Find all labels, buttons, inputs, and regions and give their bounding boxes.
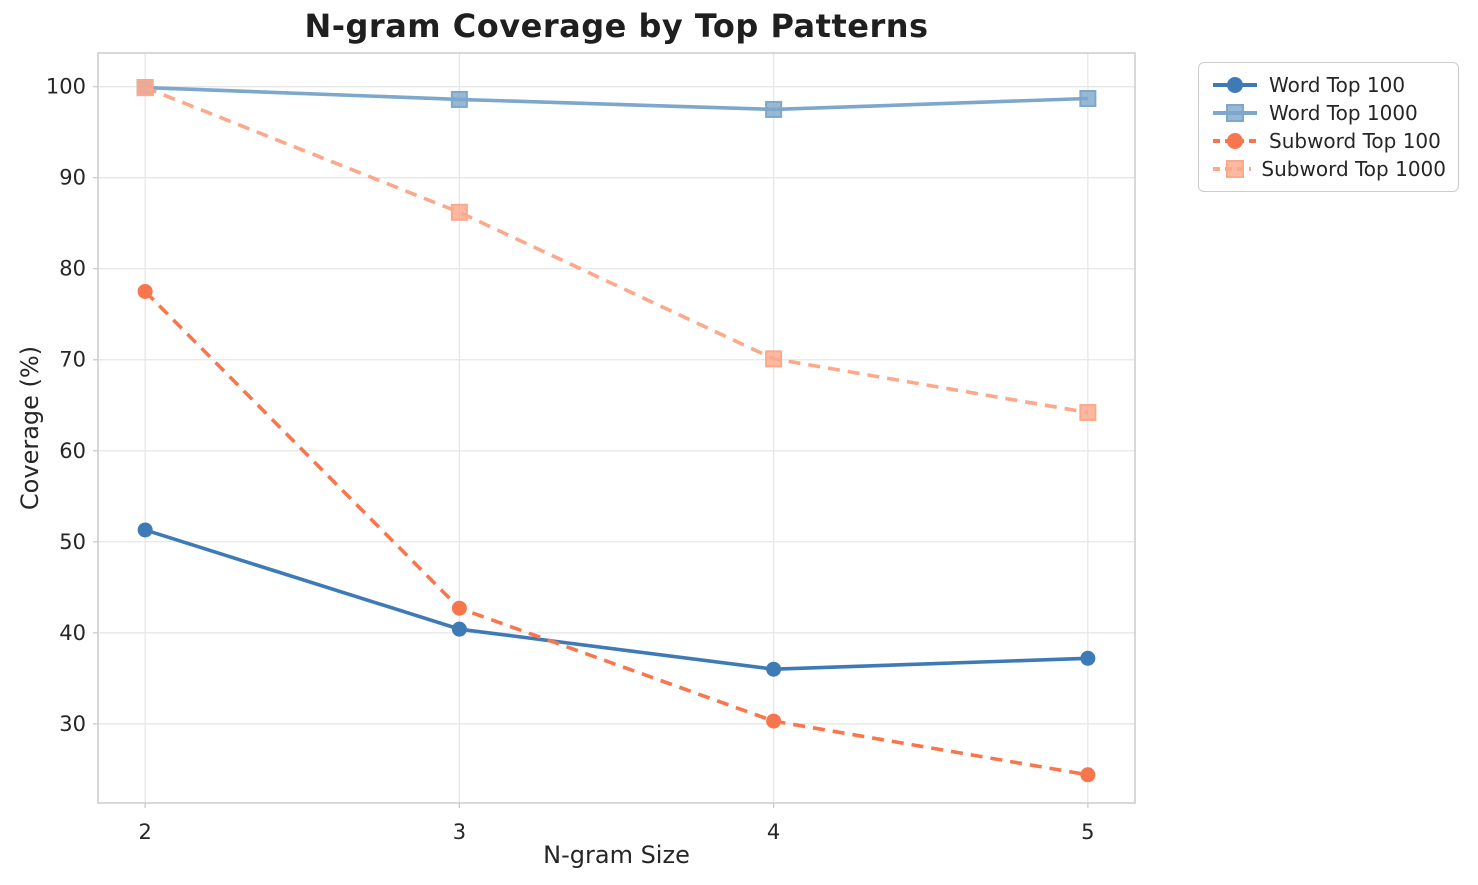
y-axis-label: Coverage (%) (16, 345, 44, 511)
marker-subword-top-100-x5 (1080, 767, 1096, 783)
marker-word-top-100-x4 (766, 661, 782, 677)
y-tick-label-100: 100 (46, 75, 86, 99)
legend-label-subword-top-100: Subword Top 100 (1269, 129, 1441, 153)
marker-subword-top-100-x3 (451, 600, 467, 616)
legend-marker-word-top-100 (1213, 77, 1257, 93)
x-tick-label-2: 2 (138, 820, 151, 844)
legend-item-word-top-100: Word Top 100 (1211, 72, 1446, 98)
x-tick-label-5: 5 (1081, 820, 1094, 844)
x-tick-label-4: 4 (767, 820, 780, 844)
legend-label-word-top-100: Word Top 100 (1269, 73, 1406, 97)
marker-word-top-100-x3 (451, 621, 467, 637)
marker-subword-top-100-x2 (137, 283, 153, 299)
legend-item-word-top-1000: Word Top 1000 (1211, 100, 1446, 126)
marker-word-top-1000-x4 (765, 100, 783, 118)
legend-item-subword-top-100: Subword Top 100 (1211, 128, 1446, 154)
y-tick-label-80: 80 (59, 257, 86, 281)
chart-title: N-gram Coverage by Top Patterns (304, 7, 929, 45)
y-tick-label-90: 90 (59, 166, 86, 190)
legend-marker-subword-top-1000 (1213, 160, 1252, 178)
marker-subword-top-1000-x4 (765, 350, 783, 368)
y-tick-label-60: 60 (59, 439, 86, 463)
legend-label-subword-top-1000: Subword Top 1000 (1261, 157, 1446, 181)
marker-word-top-1000-x5 (1079, 90, 1097, 108)
x-tick-label-3: 3 (453, 820, 466, 844)
marker-word-top-100-x2 (137, 522, 153, 538)
x-axis-label: N-gram Size (543, 841, 690, 869)
y-tick-label-50: 50 (59, 530, 86, 554)
marker-subword-top-100-x4 (766, 713, 782, 729)
marker-subword-top-1000-x2 (136, 79, 154, 97)
series-line-subword-top-100 (143, 290, 1089, 777)
y-tick-label-70: 70 (59, 348, 86, 372)
legend: Word Top 100 Word Top 1000 Subword Top 100… (1198, 62, 1459, 192)
series-line-word-top-100 (144, 528, 1088, 672)
marker-word-top-1000-x3 (450, 90, 468, 108)
series-line-word-top-1000 (145, 85, 1088, 112)
marker-subword-top-1000-x3 (450, 203, 468, 221)
legend-marker-word-top-1000 (1213, 104, 1257, 122)
marker-word-top-100-x5 (1080, 650, 1096, 666)
legend-marker-subword-top-100 (1213, 133, 1257, 149)
legend-label-word-top-1000: Word Top 1000 (1269, 101, 1418, 125)
series-line-subword-top-1000 (144, 85, 1089, 415)
y-tick-label-40: 40 (59, 621, 86, 645)
legend-item-subword-top-1000: Subword Top 1000 (1211, 156, 1446, 182)
y-tick-label-30: 30 (59, 712, 86, 736)
plot-border (97, 52, 1136, 804)
marker-subword-top-1000-x5 (1079, 404, 1097, 422)
